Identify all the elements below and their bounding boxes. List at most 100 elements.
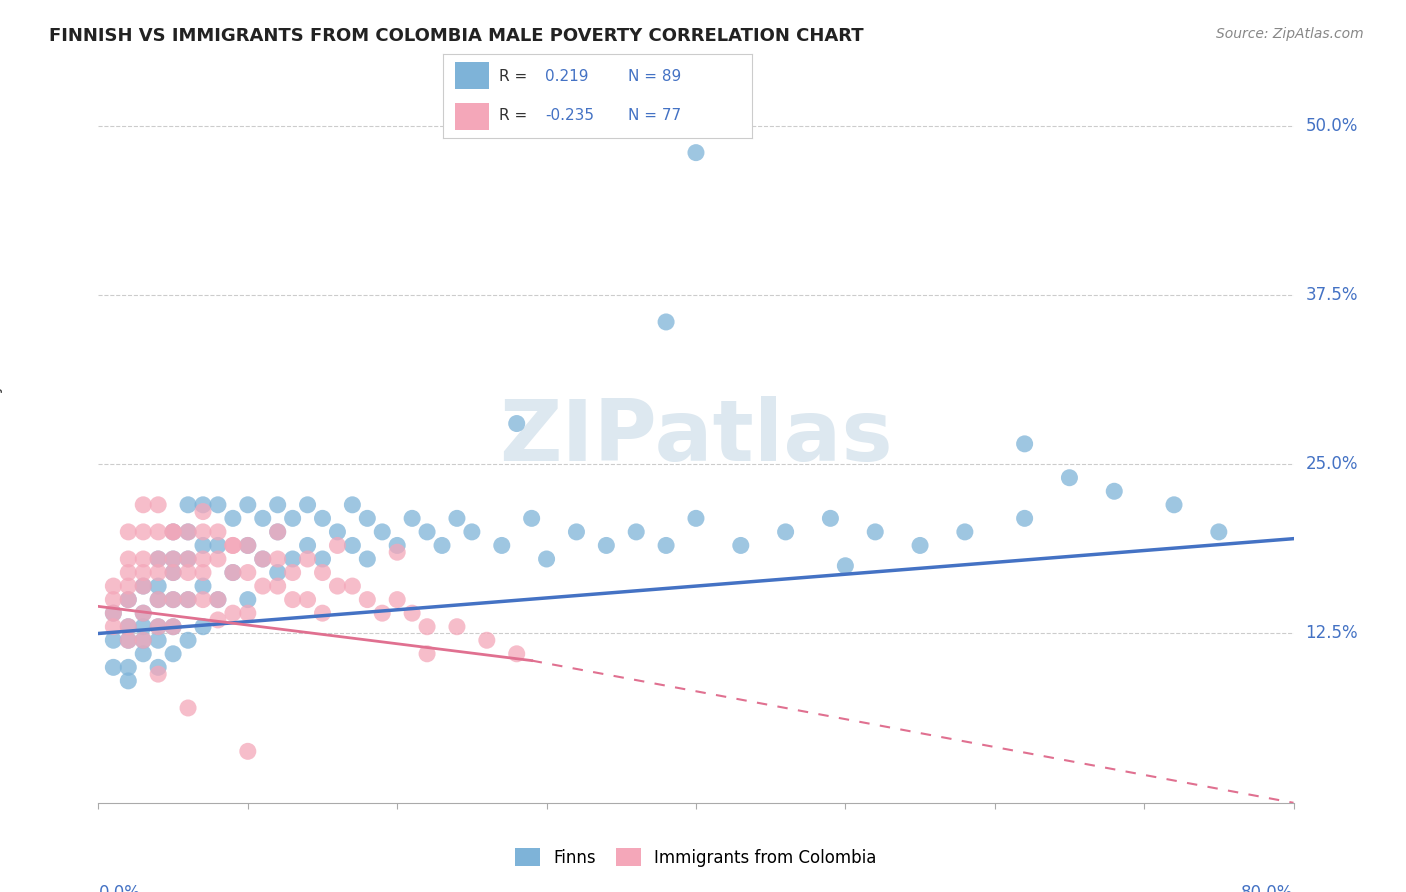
Point [461,524,484,539]
Point [191,552,214,566]
Point [267,552,290,566]
Point [162,620,184,634]
Point [236,744,259,758]
Point [162,552,184,566]
Point [177,552,200,566]
Bar [456,62,489,89]
Point [655,315,678,329]
Point [191,620,214,634]
Point [475,633,498,648]
Point [207,592,229,607]
Point [177,524,200,539]
Point [148,552,170,566]
Point [385,592,409,607]
Legend: Finns, Immigrants from Colombia: Finns, Immigrants from Colombia [506,840,886,875]
Point [236,566,259,580]
Point [1059,471,1081,485]
Point [148,660,170,674]
Point [132,620,155,634]
Point [132,647,155,661]
Point [117,524,139,539]
Point [207,613,229,627]
Point [446,620,468,634]
Point [177,524,200,539]
Point [252,552,274,566]
Point [865,524,887,539]
Point [595,538,617,552]
Point [342,538,364,552]
Point [132,552,155,566]
Point [311,552,333,566]
Point [356,552,378,566]
Point [162,620,184,634]
Point [655,538,678,552]
Point [1014,511,1036,525]
Point [177,498,200,512]
Point [103,606,125,620]
Point [117,633,139,648]
Point [132,606,155,620]
Point [326,538,349,552]
Point [281,592,304,607]
Point [117,592,139,607]
Point [148,524,170,539]
Point [132,633,155,648]
Point [117,660,139,674]
Point [252,552,274,566]
Text: 25.0%: 25.0% [1306,455,1358,473]
Point [162,566,184,580]
Point [356,592,378,607]
Point [191,579,214,593]
Point [117,552,139,566]
Point [267,566,290,580]
Point [117,620,139,634]
Point [148,620,170,634]
Point [103,606,125,620]
Point [834,558,856,573]
Point [132,579,155,593]
Point [236,538,259,552]
Point [1014,437,1036,451]
Point [207,498,229,512]
Point [1208,524,1230,539]
Point [148,592,170,607]
Point [191,592,214,607]
Point [430,538,453,552]
Point [311,606,333,620]
Point [371,606,394,620]
Text: N = 89: N = 89 [628,69,682,84]
Point [177,592,200,607]
Text: 12.5%: 12.5% [1306,624,1358,642]
Point [162,592,184,607]
Text: 50.0%: 50.0% [1306,117,1358,135]
Text: 80.0%: 80.0% [1241,884,1294,892]
Point [132,498,155,512]
Point [162,524,184,539]
Point [103,660,125,674]
Point [236,498,259,512]
Point [132,579,155,593]
Point [385,538,409,552]
Point [207,538,229,552]
Point [520,511,543,525]
Point [132,633,155,648]
Text: Male Poverty: Male Poverty [0,384,3,491]
Bar [456,103,489,130]
Point [177,592,200,607]
Point [191,566,214,580]
Point [222,538,245,552]
Point [117,633,139,648]
Point [117,566,139,580]
Point [162,647,184,661]
Point [342,498,364,512]
Point [1104,484,1126,499]
Point [103,633,125,648]
Point [207,552,229,566]
Point [162,552,184,566]
Point [685,511,707,525]
Point [177,701,200,715]
Text: 37.5%: 37.5% [1306,285,1358,304]
Point [191,505,214,519]
Point [416,620,439,634]
Text: FINNISH VS IMMIGRANTS FROM COLOMBIA MALE POVERTY CORRELATION CHART: FINNISH VS IMMIGRANTS FROM COLOMBIA MALE… [49,27,863,45]
